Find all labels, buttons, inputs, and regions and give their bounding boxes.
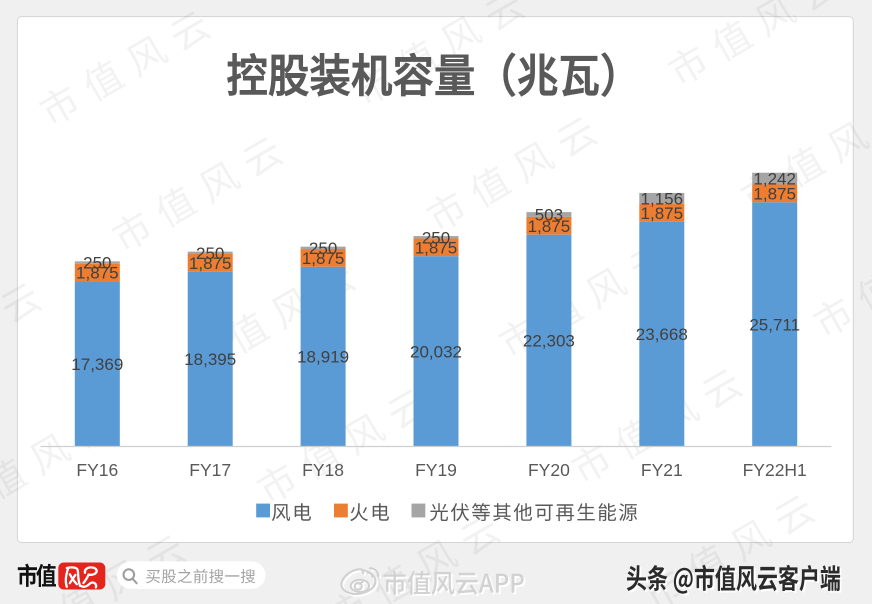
- svg-text:1,875: 1,875: [528, 217, 571, 236]
- svg-text:FY18: FY18: [302, 460, 344, 480]
- svg-text:250: 250: [309, 239, 337, 258]
- svg-text:17,369: 17,369: [71, 355, 123, 374]
- svg-text:1,875: 1,875: [302, 249, 345, 268]
- svg-text:1,875: 1,875: [641, 204, 684, 223]
- svg-text:1,875: 1,875: [415, 238, 458, 257]
- svg-text:FY20: FY20: [528, 460, 570, 480]
- svg-text:FY21: FY21: [641, 460, 683, 480]
- svg-text:1,156: 1,156: [641, 189, 684, 208]
- svg-text:250: 250: [83, 254, 111, 273]
- svg-text:FY19: FY19: [415, 460, 457, 480]
- svg-text:FY16: FY16: [76, 460, 118, 480]
- svg-text:250: 250: [196, 244, 224, 263]
- svg-text:FY17: FY17: [189, 460, 231, 480]
- svg-text:1,242: 1,242: [753, 170, 796, 189]
- svg-text:18,919: 18,919: [297, 348, 349, 367]
- svg-text:22,303: 22,303: [523, 332, 575, 351]
- svg-text:1,875: 1,875: [753, 184, 796, 203]
- svg-text:20,032: 20,032: [410, 342, 462, 361]
- svg-text:23,668: 23,668: [636, 325, 688, 344]
- svg-text:25,711: 25,711: [749, 315, 800, 334]
- svg-text:1,875: 1,875: [189, 254, 232, 273]
- svg-text:250: 250: [422, 228, 450, 247]
- svg-text:FY22H1: FY22H1: [743, 460, 807, 480]
- svg-text:18,395: 18,395: [184, 350, 236, 369]
- svg-text:503: 503: [535, 206, 563, 225]
- svg-text:1,875: 1,875: [76, 264, 119, 283]
